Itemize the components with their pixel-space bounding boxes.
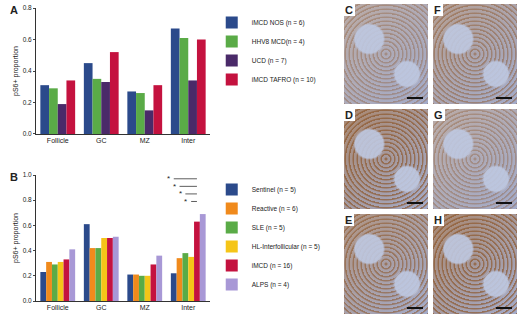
svg-text:0.4: 0.4: [23, 247, 32, 254]
svg-text:*: *: [167, 174, 170, 183]
svg-text:Sentinel (n = 5): Sentinel (n = 5): [252, 186, 296, 194]
svg-text:MZ: MZ: [140, 304, 151, 311]
svg-text:iMCD TAFRO (n = 10): iMCD TAFRO (n = 10): [252, 76, 316, 84]
svg-text:GC: GC: [96, 304, 107, 311]
svg-text:*: *: [184, 197, 187, 206]
svg-text:Reactive (n = 6): Reactive (n = 6): [252, 205, 298, 213]
html-text:E: E: [345, 214, 353, 226]
svg-text:GC: GC: [96, 137, 107, 144]
svg-text:Inter: Inter: [181, 137, 196, 144]
svg-text:0.6: 0.6: [23, 222, 32, 229]
html-text:C: C: [345, 4, 353, 16]
svg-text:iMCD (n = 16): iMCD (n = 16): [252, 262, 293, 270]
svg-text:1.0: 1.0: [23, 171, 32, 178]
svg-text:A: A: [10, 4, 18, 16]
svg-text:0.4: 0.4: [23, 67, 32, 74]
svg-text:MZ: MZ: [140, 137, 151, 144]
svg-text:ALPS (n = 4): ALPS (n = 4): [252, 281, 289, 289]
svg-text:Follicle: Follicle: [47, 304, 69, 311]
html-text:F: F: [434, 4, 441, 16]
svg-text:0.0: 0.0: [23, 297, 32, 304]
svg-text:UCD (n = 7): UCD (n = 7): [252, 57, 287, 65]
svg-text:0.2: 0.2: [23, 99, 32, 106]
svg-text:0.0: 0.0: [23, 130, 32, 137]
svg-text:B: B: [10, 171, 18, 183]
svg-text:0.8: 0.8: [23, 4, 32, 11]
html-text:G: G: [434, 109, 443, 121]
svg-text:*: *: [173, 182, 176, 191]
svg-text:HHV8 MCD(n = 4): HHV8 MCD(n = 4): [252, 38, 305, 46]
svg-text:SLE (n = 5): SLE (n = 5): [252, 224, 285, 232]
svg-text:Follicle: Follicle: [47, 137, 69, 144]
svg-text:pS6+ proportion: pS6+ proportion: [12, 213, 20, 263]
html-text:D: D: [345, 109, 353, 121]
svg-text:0.6: 0.6: [23, 36, 32, 43]
svg-text:*: *: [179, 189, 182, 198]
svg-text:iMCD NOS (n = 6): iMCD NOS (n = 6): [252, 19, 305, 27]
svg-text:0.8: 0.8: [23, 196, 32, 203]
svg-text:pS6+ proportion: pS6+ proportion: [12, 46, 20, 96]
svg-text:Inter: Inter: [181, 304, 196, 311]
svg-text:0.2: 0.2: [23, 272, 32, 279]
svg-text:HL-Interfollicular (n = 5): HL-Interfollicular (n = 5): [252, 243, 320, 251]
html-text:H: H: [434, 214, 442, 226]
